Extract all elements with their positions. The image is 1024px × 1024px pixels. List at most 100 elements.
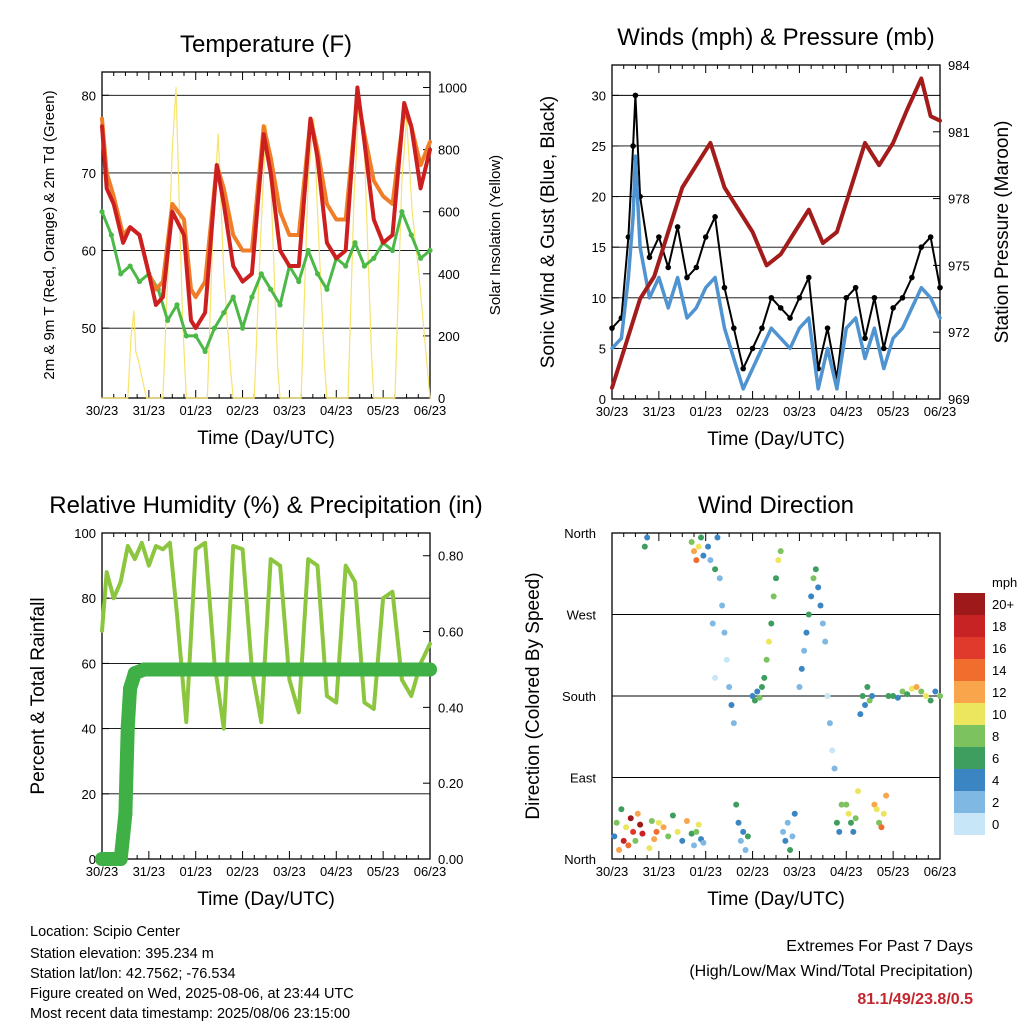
- gust-point: [693, 264, 700, 271]
- direction-point: [693, 828, 700, 835]
- precip-point: [282, 662, 297, 677]
- x-tick-label: 30/23: [86, 864, 119, 879]
- precip-point: [113, 852, 128, 866]
- precip-point: [376, 662, 391, 677]
- legend-swatch: [954, 593, 985, 615]
- x-tick-label: 04/23: [830, 864, 863, 879]
- direction-point: [719, 602, 726, 609]
- y-tick-label: 70: [82, 166, 96, 181]
- y-tick-label: 0: [599, 392, 606, 407]
- direction-point: [712, 674, 719, 681]
- y2-tick-label: 969: [948, 392, 970, 407]
- gust-point: [806, 274, 812, 281]
- direction-point: [883, 792, 890, 799]
- dewpoint-point: [202, 348, 208, 355]
- x-axis-label: Time (Day/UTC): [707, 429, 845, 450]
- x-tick-label: 02/23: [226, 403, 259, 418]
- direction-point: [616, 846, 623, 853]
- direction-point: [669, 812, 676, 819]
- direction-point: [829, 747, 836, 754]
- direction-point: [674, 828, 681, 835]
- x-tick-label: 04/23: [830, 404, 863, 419]
- legend-label: 2: [992, 795, 999, 810]
- y-tick-label: North: [564, 852, 596, 867]
- direction-point: [691, 842, 697, 849]
- dewpoint-point: [361, 263, 367, 269]
- direction-point: [644, 534, 651, 541]
- direction-point: [749, 693, 756, 699]
- direction-point: [695, 821, 702, 828]
- legend-label: 20+: [992, 597, 1014, 612]
- direction-point: [852, 815, 859, 822]
- gust-series-line: [611, 94, 941, 380]
- x-tick-label: 30/23: [86, 403, 119, 418]
- y-tick-label: West: [567, 608, 597, 623]
- direction-point: [899, 688, 906, 695]
- direction-point: [641, 543, 648, 550]
- y2-tick-label: 0: [438, 391, 445, 406]
- direction-point: [683, 817, 690, 824]
- direction-point: [850, 828, 857, 835]
- gust-point: [740, 365, 746, 372]
- temp-2m-series-line: [100, 85, 432, 331]
- direction-point: [791, 810, 798, 817]
- x-tick-label: 05/23: [877, 404, 910, 419]
- y2-tick-label: 975: [948, 258, 970, 273]
- gust-point: [674, 224, 681, 230]
- gust-point: [918, 244, 925, 250]
- precip-point: [151, 662, 166, 677]
- dewpoint-point: [239, 325, 246, 331]
- dewpoint-point: [427, 247, 433, 254]
- direction-point: [751, 697, 758, 704]
- direction-point: [700, 552, 707, 559]
- pressure-series-line: [610, 76, 942, 390]
- legend-label: 10: [992, 707, 1006, 722]
- y-tick-label: 20: [592, 190, 606, 205]
- direction-point: [665, 833, 672, 840]
- x-tick-label: 01/23: [179, 864, 212, 879]
- gust-point: [702, 234, 709, 240]
- dewpoint-point: [183, 333, 189, 339]
- x-tick-label: 06/23: [414, 864, 447, 879]
- dewpoint-point: [296, 278, 302, 285]
- direction-point: [639, 830, 646, 837]
- direction-point: [726, 683, 733, 690]
- direction-point: [707, 557, 714, 564]
- legend-swatch: [954, 791, 985, 813]
- dewpoint-point: [211, 325, 218, 331]
- gust-point: [871, 294, 878, 301]
- dewpoint-point: [193, 333, 199, 339]
- precip-point: [95, 852, 109, 866]
- x-tick-label: 04/23: [320, 403, 353, 418]
- direction-point: [744, 833, 751, 840]
- dewpoint-point: [408, 232, 414, 238]
- direction-point: [756, 694, 763, 701]
- direction-point: [761, 674, 768, 681]
- chart-title: Relative Humidity (%) & Precipitation (i…: [49, 492, 482, 519]
- direction-point: [632, 837, 639, 844]
- direction-point: [803, 629, 810, 636]
- y-tick-label: South: [562, 689, 596, 704]
- direction-point: [782, 837, 789, 844]
- direction-point: [613, 819, 620, 826]
- y-tick-label: 40: [82, 722, 96, 737]
- precip-point: [120, 719, 135, 734]
- direction-point: [871, 801, 878, 808]
- gust-point: [712, 214, 718, 220]
- y2-tick-label: 0.60: [438, 625, 463, 640]
- direction-point: [864, 683, 871, 690]
- y2-axis-label: Solar Insolation (Yellow): [487, 155, 504, 315]
- direction-point: [768, 620, 775, 627]
- dewpoint-point: [108, 232, 114, 238]
- dewpoint-point: [418, 255, 424, 261]
- extremes-heading: Extremes For Past 7 Days: [786, 938, 973, 955]
- direction-point: [705, 543, 712, 550]
- direction-point: [843, 801, 850, 808]
- direction-point: [618, 806, 625, 813]
- speed-colorbar-legend: mph 20+ 18 16 14 12 10 8 6 4 2 0: [954, 575, 1017, 835]
- direction-point: [623, 824, 630, 831]
- direction-point: [862, 702, 869, 709]
- direction-point: [810, 575, 817, 582]
- precip-point: [116, 829, 131, 844]
- direction-point: [913, 683, 920, 690]
